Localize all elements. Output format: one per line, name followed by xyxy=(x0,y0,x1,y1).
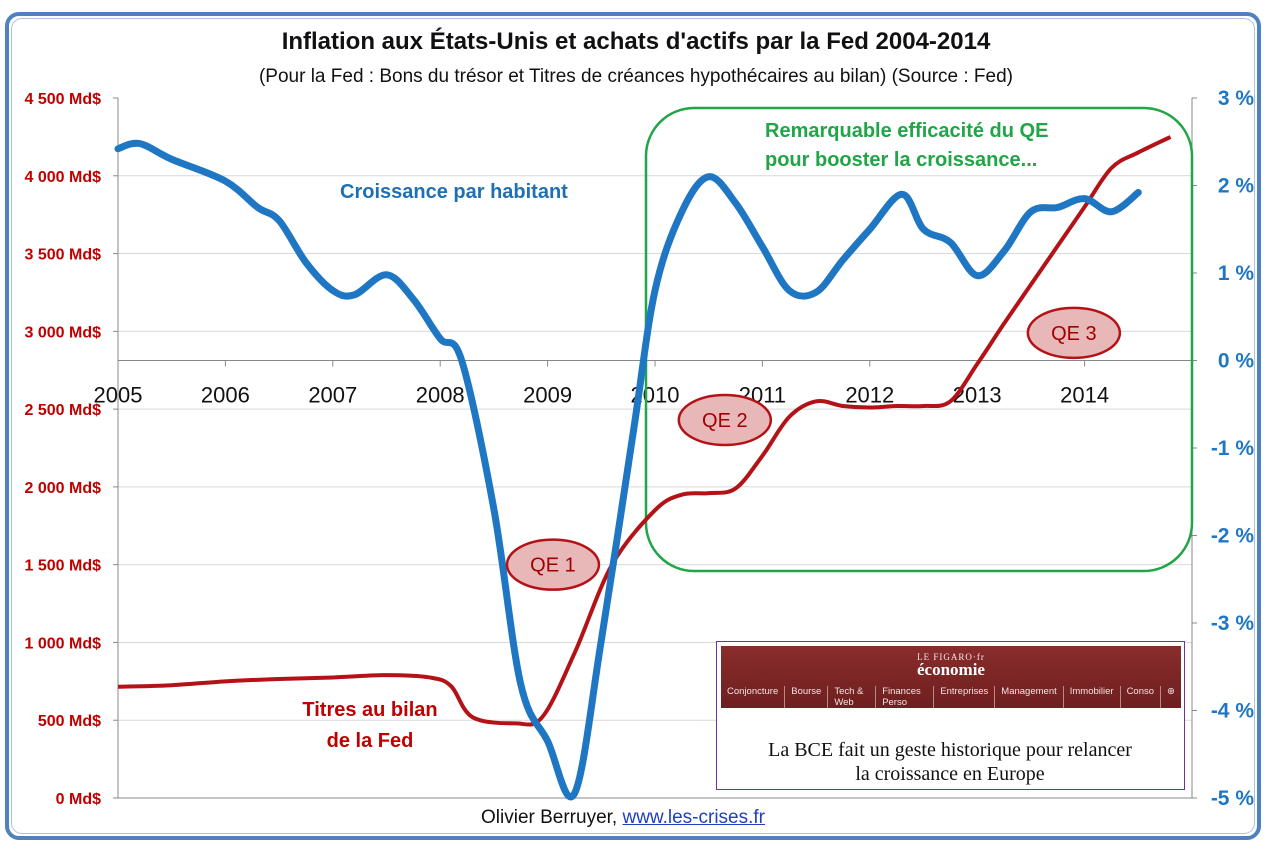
growth-series-label: Croissance par habitant xyxy=(340,181,568,203)
credit-author: Olivier Berruyer, xyxy=(481,807,618,828)
right-axis-tick-label: -1 % xyxy=(1211,437,1255,460)
inset-nav-item[interactable]: Conso xyxy=(1121,686,1162,708)
left-axis-tick-label: 3 500 Md$ xyxy=(25,247,102,264)
left-axis-tick-label: 3 000 Md$ xyxy=(25,324,102,341)
inset-nav-item[interactable]: Bourse xyxy=(785,686,829,708)
x-axis-tick-label: 2012 xyxy=(845,383,894,408)
left-axis-tick-label: 0 Md$ xyxy=(56,791,101,808)
inset-headline-line-2: la croissance en Europe xyxy=(855,763,1045,785)
inset-nav-item[interactable]: Tech & Web xyxy=(828,686,877,708)
left-axis-tick-label: 4 000 Md$ xyxy=(25,169,102,186)
left-axis-tick-label: 1 000 Md$ xyxy=(25,635,102,652)
x-axis-tick-label: 2005 xyxy=(94,383,143,408)
chart-subtitle: (Pour la Fed : Bons du trésor et Titres … xyxy=(258,66,1014,87)
x-axis-tick-label: 2006 xyxy=(201,383,250,408)
balance-series-line xyxy=(117,135,1172,727)
right-axis-tick-label: 3 % xyxy=(1218,87,1255,110)
balance-series-label: Titres au bilan de la Fed xyxy=(270,695,470,757)
left-axis-tick-label: 2 000 Md$ xyxy=(25,480,102,497)
inset-nav: Conjoncture Bourse Tech & Web Finances Pers… xyxy=(721,686,1181,708)
x-axis-tick-label: 2013 xyxy=(953,383,1002,408)
inset-nav-item[interactable]: Immobilier xyxy=(1064,686,1121,708)
qe-bubble-label: QE 2 xyxy=(702,410,748,432)
inset-nav-item[interactable]: Management xyxy=(995,686,1064,708)
inset-section-title: économie xyxy=(917,660,985,679)
x-axis-tick-label: 2008 xyxy=(416,383,465,408)
left-axis-tick-label: 4 500 Md$ xyxy=(25,91,102,108)
right-axis-tick-label: -3 % xyxy=(1211,612,1255,635)
growth-series-line xyxy=(114,139,1142,801)
credit-link[interactable]: www.les-crises.fr xyxy=(622,807,765,828)
news-inset: LE FIGARO·fr économie Conjoncture Bourse T… xyxy=(716,641,1185,790)
inset-nav-item[interactable]: Entreprises xyxy=(934,686,996,708)
right-axis-tick-label: 2 % xyxy=(1218,175,1255,198)
x-axis-tick-label: 2014 xyxy=(1060,383,1109,408)
left-axis-tick-label: 500 Md$ xyxy=(38,713,101,730)
x-axis-tick-label: 2009 xyxy=(523,383,572,408)
inset-nav-item[interactable]: Conjoncture xyxy=(721,686,786,708)
balance-label-line-2: de la Fed xyxy=(326,730,414,752)
outer-frame xyxy=(5,12,1261,840)
qe-efficacy-annotation: Remarquable efficacité du QE pour booste… xyxy=(765,117,1048,175)
chart-title: Inflation aux États-Unis et achats d'act… xyxy=(281,28,991,55)
left-axis-tick-label: 2 500 Md$ xyxy=(25,402,102,419)
balance-label-line-1: Titres au bilan xyxy=(302,699,438,721)
inset-brand: LE FIGARO·fr xyxy=(917,652,985,662)
right-axis-tick-label: 1 % xyxy=(1218,262,1255,285)
inset-headline-line-1: La BCE fait un geste historique pour rel… xyxy=(768,739,1132,761)
qe-bubble-label: QE 1 xyxy=(530,555,576,577)
inset-headline: La BCE fait un geste historique pour rel… xyxy=(717,738,1183,786)
right-axis-tick-label: -5 % xyxy=(1211,787,1255,810)
inset-nav-item[interactable]: ⊕ xyxy=(1167,686,1175,697)
qe-efficacy-line-1: Remarquable efficacité du QE xyxy=(765,120,1049,142)
right-axis-tick-label: 0 % xyxy=(1218,350,1255,373)
qe-efficacy-line-2: pour booster la croissance... xyxy=(765,149,1038,171)
x-axis-tick-label: 2007 xyxy=(308,383,357,408)
inset-banner: LE FIGARO·fr économie Conjoncture Bourse T… xyxy=(721,646,1181,708)
right-axis-tick-label: -2 % xyxy=(1211,525,1255,548)
inner-frame xyxy=(11,18,1255,834)
right-axis-tick-label: -4 % xyxy=(1211,700,1255,723)
inset-nav-item[interactable]: Finances Perso xyxy=(876,686,935,708)
qe-bubble xyxy=(677,393,773,447)
left-axis-tick-label: 1 500 Md$ xyxy=(25,558,102,575)
qe-bubble xyxy=(1026,306,1122,360)
qe-bubble xyxy=(505,538,601,591)
qe-bubble-label: QE 3 xyxy=(1051,323,1097,345)
credit: Olivier Berruyer, www.les-crises.fr xyxy=(481,807,765,829)
